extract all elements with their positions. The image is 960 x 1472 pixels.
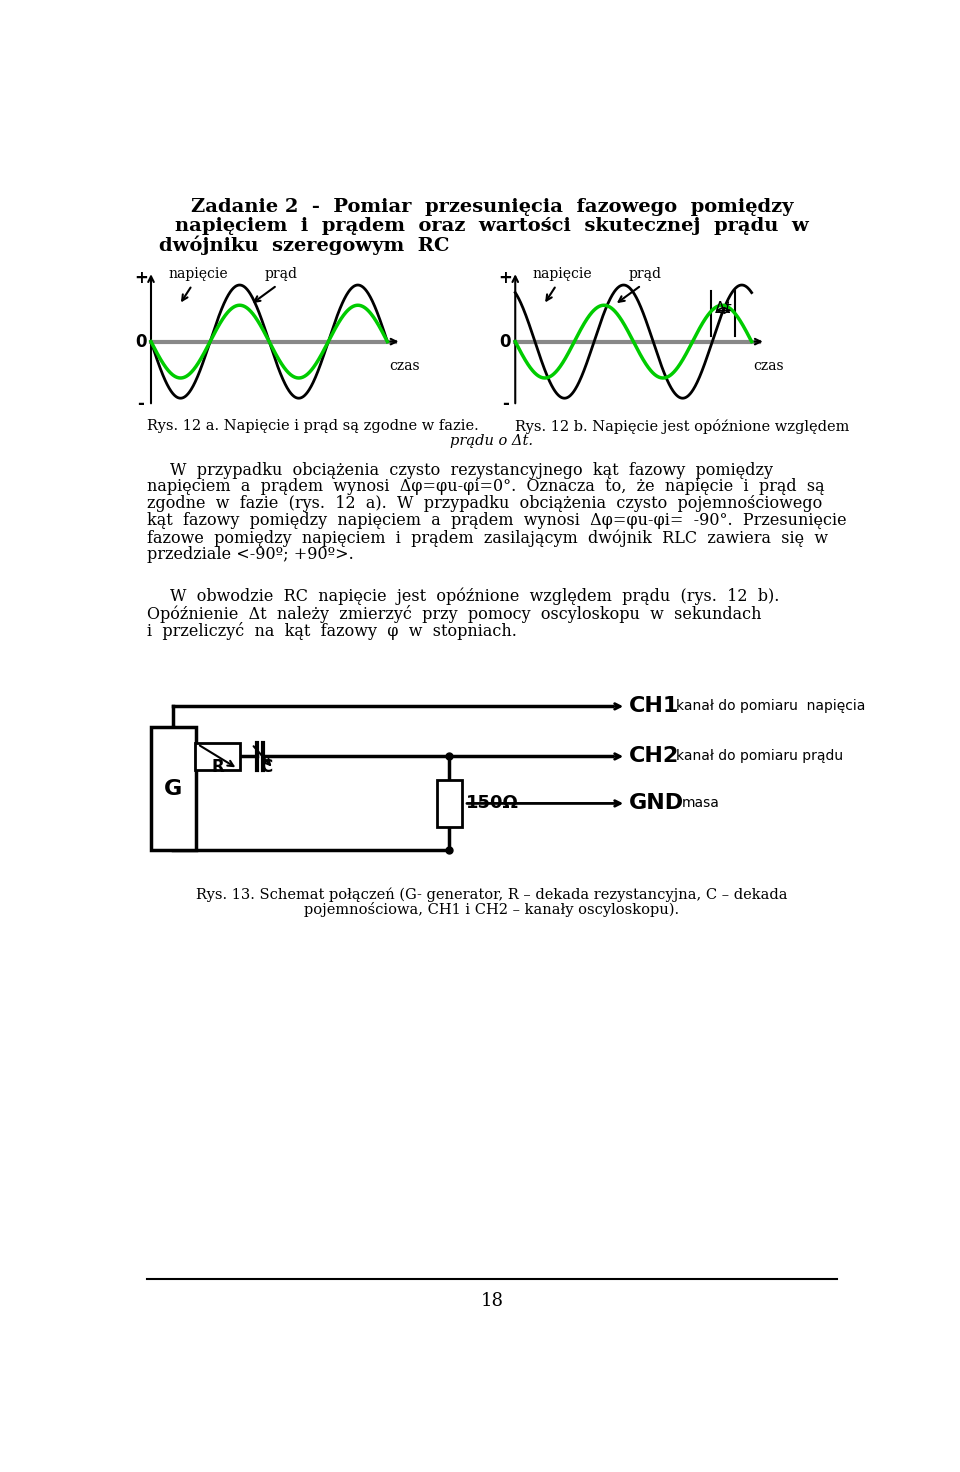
Text: dwójniku  szeregowym  RC: dwójniku szeregowym RC bbox=[158, 236, 449, 255]
Bar bbox=[437, 780, 462, 827]
Bar bbox=[151, 727, 196, 851]
Text: napięcie: napięcie bbox=[533, 268, 592, 281]
Text: 0: 0 bbox=[499, 333, 511, 350]
Text: +: + bbox=[134, 268, 148, 287]
Text: Rys. 12 a. Napięcie i prąd są zgodne w fazie.: Rys. 12 a. Napięcie i prąd są zgodne w f… bbox=[147, 420, 479, 433]
Text: Rys. 13. Schemat połączeń (G- generator, R – dekada rezystancyjna, C – dekada: Rys. 13. Schemat połączeń (G- generator,… bbox=[196, 888, 788, 902]
Text: -: - bbox=[137, 394, 144, 412]
Text: kanał do pomiaru prądu: kanał do pomiaru prądu bbox=[676, 749, 843, 764]
Text: R: R bbox=[211, 758, 224, 776]
Text: prąd: prąd bbox=[265, 268, 298, 281]
Text: zgodne  w  fazie  (rys.  12  a).  W  przypadku  obciążenia  czysto  pojemnościow: zgodne w fazie (rys. 12 a). W przypadku … bbox=[147, 496, 823, 512]
Text: i  przeliczyć  na  kąt  fazowy  φ  w  stopniach.: i przeliczyć na kąt fazowy φ w stopniach… bbox=[147, 621, 517, 640]
Text: W  obwodzie  RC  napięcie  jest  opóźnione  względem  prądu  (rys.  12  b).: W obwodzie RC napięcie jest opóźnione wz… bbox=[170, 587, 780, 605]
Text: czas: czas bbox=[389, 359, 420, 372]
Text: CH1: CH1 bbox=[629, 696, 680, 717]
Text: kąt  fazowy  pomiędzy  napięciem  a  prądem  wynosi  Δφ=φu-φi=  -90°.  Przesunię: kąt fazowy pomiędzy napięciem a prądem w… bbox=[147, 512, 847, 530]
Text: G: G bbox=[164, 779, 182, 799]
Text: napięciem  i  prądem  oraz  wartości  skutecznej  prądu  w: napięciem i prądem oraz wartości skutecz… bbox=[175, 216, 809, 234]
Text: napięcie: napięcie bbox=[168, 268, 228, 281]
Text: Opóźnienie  Δt  należy  zmierzyć  przy  pomocy  oscyloskopu  w  sekundach: Opóźnienie Δt należy zmierzyć przy pomoc… bbox=[147, 605, 761, 623]
Text: pojemnościowa, CH1 i CH2 – kanały oscyloskopu).: pojemnościowa, CH1 i CH2 – kanały oscylo… bbox=[304, 902, 680, 917]
Text: Zadanie 2  -  Pomiar  przesunięcia  fazowego  pomiędzy: Zadanie 2 - Pomiar przesunięcia fazowego… bbox=[191, 199, 793, 216]
Bar bbox=[195, 742, 240, 770]
Text: fazowe  pomiędzy  napięciem  i  prądem  zasilającym  dwójnik  RLC  zawiera  się : fazowe pomiędzy napięciem i prądem zasil… bbox=[147, 530, 828, 546]
Text: W  przypadku  obciążenia  czysto  rezystancyjnego  kąt  fazowy  pomiędzy: W przypadku obciążenia czysto rezystancy… bbox=[170, 462, 774, 478]
Text: +: + bbox=[498, 268, 512, 287]
Text: prąd: prąd bbox=[629, 268, 661, 281]
Text: przedziale <-90º; +90º>.: przedziale <-90º; +90º>. bbox=[147, 546, 354, 564]
Text: 150Ω: 150Ω bbox=[467, 795, 519, 813]
Text: GND: GND bbox=[629, 793, 684, 814]
Text: 18: 18 bbox=[481, 1291, 503, 1310]
Text: czas: czas bbox=[754, 359, 783, 372]
Text: kanał do pomiaru  napięcia: kanał do pomiaru napięcia bbox=[676, 699, 865, 714]
Text: CH2: CH2 bbox=[629, 746, 680, 767]
Text: masa: masa bbox=[682, 796, 720, 811]
Text: napięciem  a  prądem  wynosi  Δφ=φu-φi=0°.  Oznacza  to,  że  napięcie  i  prąd : napięciem a prądem wynosi Δφ=φu-φi=0°. O… bbox=[147, 478, 825, 496]
Text: Rys. 12 b. Napięcie jest opóźnione względem: Rys. 12 b. Napięcie jest opóźnione wzglę… bbox=[516, 420, 850, 434]
Text: $\Delta t$: $\Delta t$ bbox=[714, 300, 732, 315]
Text: 0: 0 bbox=[135, 333, 147, 350]
Text: -: - bbox=[502, 394, 509, 412]
Text: C: C bbox=[260, 758, 273, 776]
Text: prądu o Δt.: prądu o Δt. bbox=[450, 434, 534, 447]
